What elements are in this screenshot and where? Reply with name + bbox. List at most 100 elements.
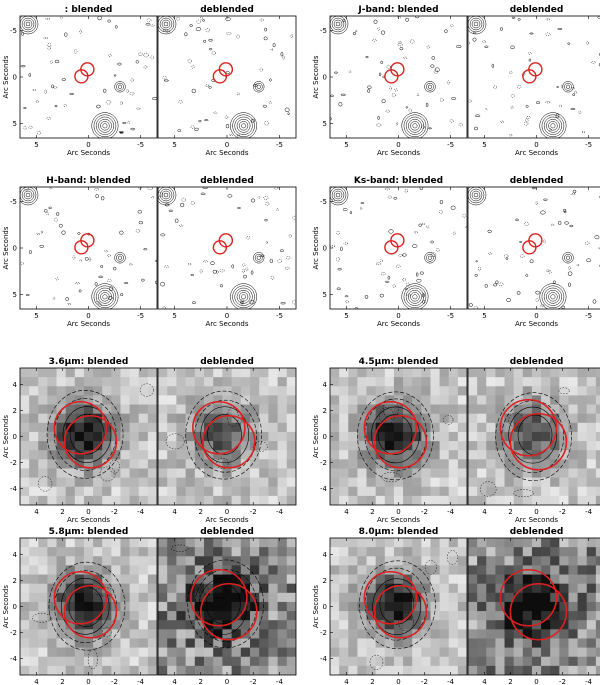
x-tick-label: 0	[534, 141, 538, 149]
panel-7: Ks-band: blended 5 0 -5 Arc Seconds -5 0 5 Arc S…	[312, 176, 468, 328]
x-tick-label: -4	[276, 508, 284, 516]
x-tick-label: -2	[111, 678, 118, 685]
x-tick-label: -2	[559, 508, 566, 516]
source-circle-b	[384, 240, 399, 255]
x-tick-label: 2	[60, 678, 64, 685]
y-tick-label: -2	[320, 629, 327, 637]
y-tick-label: 4	[323, 551, 328, 559]
y-tick-label: 0	[323, 433, 327, 441]
y-axis-label: Arc Seconds	[2, 585, 10, 628]
panel-title: Ks-band: blended	[354, 176, 443, 186]
x-axis-label: Arc Seconds	[67, 149, 110, 157]
source-circle-a	[53, 400, 108, 455]
y-tick-label: 2	[13, 407, 17, 415]
x-axis-label: Arc Seconds	[206, 149, 249, 157]
x-tick-label: 0	[396, 141, 400, 149]
x-tick-label: 0	[534, 312, 538, 320]
x-axis-label: Arc Seconds	[377, 516, 420, 524]
source-circle-a	[499, 568, 558, 627]
panel-1: : blended 5 0 -5 Arc Seconds -5 0 5 Arc Seconds	[2, 5, 158, 157]
x-tick-label: -5	[585, 141, 592, 149]
x-tick-label: 0	[396, 312, 400, 320]
source-circle-b	[509, 412, 568, 471]
source-circle-a	[363, 400, 418, 455]
x-tick-label: -5	[137, 312, 144, 320]
x-tick-label: 0	[534, 678, 538, 685]
panel-image	[158, 368, 296, 505]
x-tick-label: 5	[344, 312, 348, 320]
x-axis-label: Arc Seconds	[206, 516, 249, 524]
x-tick-label: -2	[111, 508, 118, 516]
x-tick-label: 4	[172, 508, 177, 516]
x-tick-label: 2	[60, 508, 64, 516]
y-tick-label: 2	[13, 577, 17, 585]
panel-image	[20, 187, 157, 309]
panel-11: 4.5μm: blended 4 2 0 -2 -4 Arc Seconds 4 2 0 -2 -4 A…	[312, 357, 468, 524]
panel-title: 5.8μm: blended	[49, 527, 129, 537]
panel-title: deblended	[510, 527, 564, 537]
x-tick-label: 2	[370, 508, 374, 516]
panel-6: deblended 5 0 -5 Arc Seconds	[157, 176, 297, 328]
x-axis-label: Arc Seconds	[377, 149, 420, 157]
panel-image	[330, 368, 467, 505]
y-tick-label: -5	[320, 198, 327, 206]
x-tick-label: 4	[482, 508, 487, 516]
y-axis-label: Arc Seconds	[312, 226, 320, 269]
x-tick-label: -4	[137, 678, 145, 685]
y-tick-label: -4	[320, 655, 328, 663]
panel-5: H-band: blended 5 0 -5 Arc Seconds -5 0 5 Arc Se…	[2, 176, 158, 328]
panel-image	[468, 538, 600, 675]
x-tick-label: 0	[396, 678, 400, 685]
panel-title: deblended	[510, 5, 564, 15]
panel-image	[20, 368, 157, 505]
x-tick-label: 2	[370, 678, 374, 685]
x-tick-label: -2	[421, 678, 428, 685]
x-tick-label: -5	[276, 141, 283, 149]
panel-title: J-band: blended	[357, 5, 438, 15]
y-tick-label: -5	[320, 27, 327, 35]
x-tick-label: 4	[482, 678, 487, 685]
source-circle-b	[373, 414, 428, 469]
x-tick-label: 2	[508, 678, 512, 685]
source-circle-b	[63, 584, 118, 639]
panel-title: deblended	[510, 357, 564, 367]
y-axis-label: Arc Seconds	[2, 226, 10, 269]
panel-title: deblended	[200, 176, 254, 186]
panel-title: deblended	[200, 527, 254, 537]
y-axis-label: Arc Seconds	[312, 585, 320, 628]
x-tick-label: 2	[199, 678, 203, 685]
panel-9: 3.6μm: blended 4 2 0 -2 -4 Arc Seconds 4 2 0 -2 -4 A…	[2, 357, 158, 524]
panel-8: deblended 5 0 -5 Arc Seconds	[467, 176, 600, 328]
y-tick-label: -5	[10, 27, 17, 35]
x-tick-label: -2	[421, 508, 428, 516]
x-tick-label: -5	[447, 141, 454, 149]
source-circle-b	[522, 240, 537, 255]
x-tick-label: 4	[34, 508, 39, 516]
x-tick-label: 0	[225, 508, 229, 516]
x-tick-label: -4	[447, 508, 455, 516]
x-tick-label: 5	[34, 141, 38, 149]
x-tick-label: 0	[86, 508, 90, 516]
x-tick-label: 0	[396, 508, 400, 516]
y-axis-label: Arc Seconds	[2, 55, 10, 98]
source-circle-b	[74, 240, 89, 255]
source-circle-b	[384, 69, 399, 84]
x-tick-label: -4	[585, 678, 593, 685]
y-axis-label: Arc Seconds	[312, 55, 320, 98]
y-tick-label: 4	[323, 381, 328, 389]
y-tick-label: -4	[10, 485, 18, 493]
y-tick-label: -4	[10, 655, 18, 663]
x-tick-label: 5	[172, 141, 176, 149]
x-tick-label: 0	[225, 141, 229, 149]
source-circle-a	[363, 570, 418, 625]
x-tick-label: 2	[199, 508, 203, 516]
source-circle-a	[192, 400, 246, 455]
panel-image	[330, 16, 467, 138]
y-axis-label: Arc Seconds	[312, 415, 320, 458]
x-axis-label: Arc Seconds	[206, 320, 249, 328]
x-tick-label: -4	[585, 508, 593, 516]
y-tick-label: 5	[13, 120, 17, 128]
x-tick-label: 0	[225, 678, 229, 685]
